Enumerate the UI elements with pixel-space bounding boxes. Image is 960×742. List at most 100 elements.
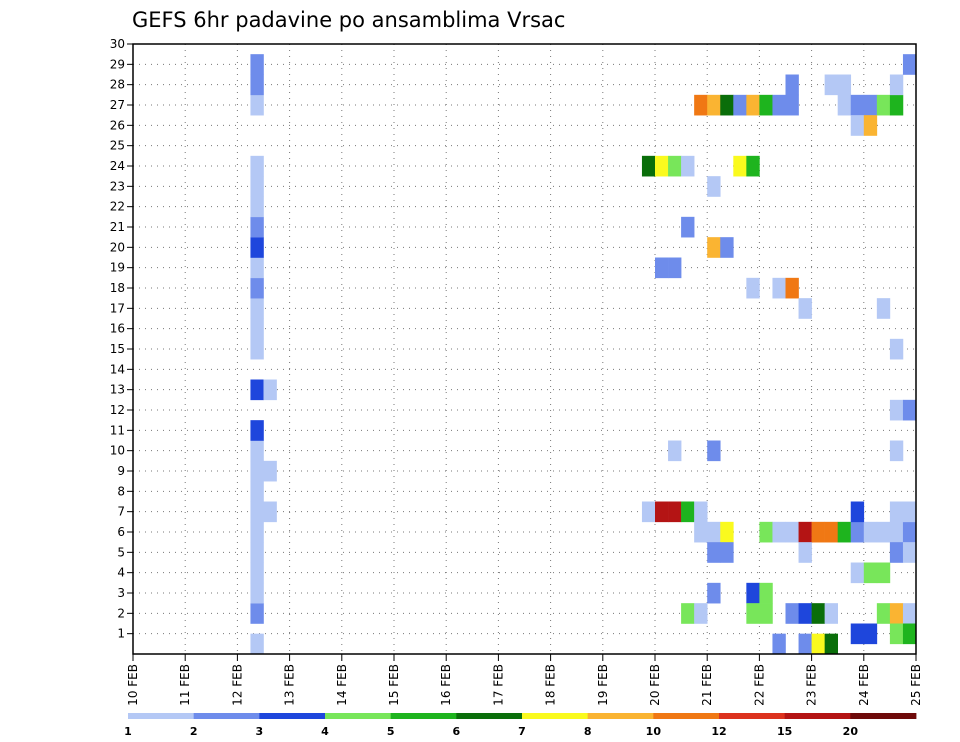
ensemble-cell	[263, 460, 277, 482]
ensemble-cell	[850, 521, 865, 543]
y-tick-label: 18	[110, 281, 125, 295]
x-tick-label: 10 FEB	[126, 664, 140, 706]
ensemble-cell	[250, 257, 264, 279]
ensemble-cell	[250, 54, 264, 75]
ensemble-cell	[694, 501, 708, 523]
y-tick-label: 29	[110, 57, 125, 71]
ensemble-cell	[720, 521, 734, 543]
ensemble-cell	[837, 521, 852, 543]
ensemble-cell	[250, 633, 264, 655]
x-tick-label: 18 FEB	[544, 664, 558, 706]
colorbar-label: 6	[453, 725, 461, 738]
y-tick-label: 25	[110, 139, 125, 153]
colorbar-swatch	[653, 713, 720, 719]
ensemble-cell	[250, 379, 264, 401]
ensemble-cell	[250, 501, 264, 523]
y-axis-ticks: 1234567891011121314151617181920212223242…	[110, 37, 133, 641]
ensemble-cell	[681, 501, 695, 523]
ensemble-cell	[902, 501, 917, 523]
ensemble-cell	[250, 155, 264, 177]
x-tick-label: 19 FEB	[596, 664, 610, 706]
y-tick-label: 23	[110, 179, 125, 193]
colorbar-swatch	[784, 713, 851, 719]
ensemble-cell	[746, 582, 760, 604]
ensemble-cell	[772, 633, 786, 655]
y-tick-label: 27	[110, 98, 125, 112]
ensemble-cells	[250, 54, 917, 655]
ensemble-cell	[798, 542, 812, 563]
ensemble-cell	[250, 237, 264, 258]
ensemble-cell	[785, 74, 799, 96]
y-tick-label: 1	[117, 627, 125, 641]
ensemble-cell	[824, 521, 838, 543]
ensemble-cell	[837, 74, 852, 96]
ensemble-cell	[746, 603, 760, 624]
ensemble-cell	[850, 562, 865, 584]
x-tick-label: 16 FEB	[439, 664, 453, 706]
ensemble-cell	[720, 94, 734, 116]
ensemble-cell	[250, 216, 264, 238]
x-tick-label: 23 FEB	[805, 664, 819, 706]
ensemble-cell	[889, 399, 904, 421]
ensemble-cell	[902, 603, 917, 624]
x-tick-label: 14 FEB	[335, 664, 349, 706]
ensemble-cell	[876, 521, 891, 543]
y-tick-label: 24	[110, 159, 125, 173]
ensemble-cell	[902, 54, 917, 75]
colorbar-label: 1	[124, 725, 132, 738]
y-tick-label: 7	[117, 505, 125, 519]
x-tick-label: 22 FEB	[752, 664, 766, 706]
ensemble-cell	[811, 521, 825, 543]
colorbar-swatch	[193, 713, 260, 719]
ensemble-cell	[863, 115, 878, 136]
colorbar-swatch	[719, 713, 786, 719]
ensemble-cell	[876, 298, 891, 319]
x-tick-label: 21 FEB	[700, 664, 714, 706]
ensemble-cell	[876, 94, 891, 116]
ensemble-cell	[889, 440, 904, 462]
ensemble-cell	[250, 603, 264, 624]
ensemble-cell	[250, 481, 264, 502]
ensemble-cell	[655, 257, 669, 279]
ensemble-cell	[863, 562, 878, 584]
y-tick-label: 6	[117, 525, 125, 539]
ensemble-cell	[250, 420, 264, 441]
ensemble-cell	[902, 521, 917, 543]
colorbar-swatch	[456, 713, 523, 719]
x-tick-label: 12 FEB	[230, 664, 244, 706]
ensemble-cell	[250, 338, 264, 360]
ensemble-cell	[720, 542, 734, 563]
y-tick-label: 3	[117, 586, 125, 600]
ensemble-cell	[798, 298, 812, 319]
ensemble-cell	[720, 237, 734, 258]
y-tick-label: 4	[117, 566, 125, 580]
ensemble-cell	[889, 623, 904, 645]
y-tick-label: 13	[110, 383, 125, 397]
ensemble-cell	[850, 501, 865, 523]
y-tick-label: 11	[110, 423, 125, 437]
ensemble-cell	[889, 338, 904, 360]
ensemble-cell	[250, 521, 264, 543]
ensemble-cell	[759, 603, 773, 624]
y-tick-label: 21	[110, 220, 125, 234]
ensemble-cell	[837, 94, 852, 116]
ensemble-cell	[759, 94, 773, 116]
colorbar-swatch	[850, 713, 917, 719]
y-tick-label: 19	[110, 261, 125, 275]
ensemble-cell	[889, 542, 904, 563]
ensemble-cell	[785, 94, 799, 116]
ensemble-cell	[250, 176, 264, 197]
y-tick-label: 20	[110, 240, 125, 254]
ensemble-cell	[863, 521, 878, 543]
colorbar-swatch	[259, 713, 326, 719]
ensemble-cell	[655, 501, 669, 523]
ensemble-cell	[250, 196, 264, 218]
ensemble-cell	[668, 440, 682, 462]
ensemble-cell	[902, 542, 917, 563]
ensemble-cell	[811, 603, 825, 624]
colorbar-label: 12	[711, 725, 726, 738]
colorbar-swatch	[325, 713, 392, 719]
ensemble-cell	[772, 521, 786, 543]
ensemble-cell	[668, 501, 682, 523]
